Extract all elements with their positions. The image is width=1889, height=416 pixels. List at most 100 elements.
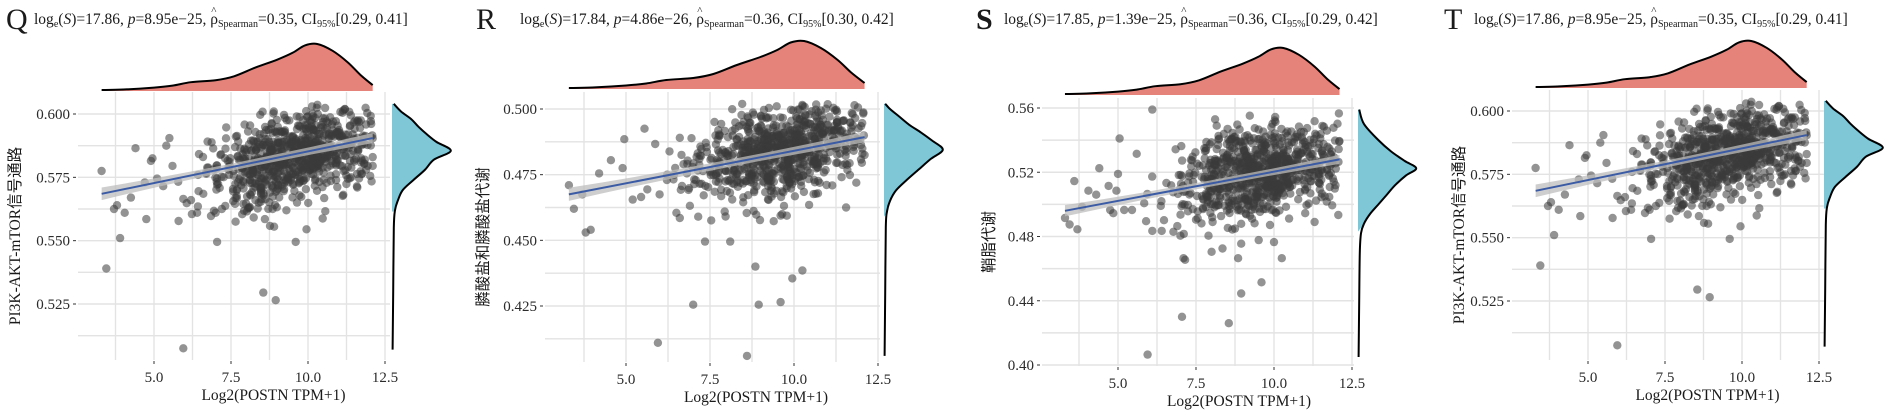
data-point xyxy=(354,146,363,155)
data-point xyxy=(291,237,300,247)
ci-value: [0.30, 0.42] xyxy=(821,11,894,28)
data-point xyxy=(793,131,802,140)
data-point xyxy=(1756,120,1766,130)
data-point xyxy=(199,189,208,198)
data-point xyxy=(1223,124,1232,134)
data-point xyxy=(842,160,852,169)
data-point xyxy=(314,129,323,139)
data-point xyxy=(742,351,752,361)
data-point xyxy=(1237,239,1246,248)
data-point xyxy=(858,118,867,128)
data-point xyxy=(1271,208,1281,218)
data-point xyxy=(1787,180,1796,189)
data-point xyxy=(772,127,781,136)
data-point xyxy=(1767,179,1776,189)
data-point xyxy=(726,175,735,184)
y-tick-label: 0.475 xyxy=(503,168,537,184)
ci-value: [0.29, 0.41] xyxy=(1775,11,1848,28)
data-point xyxy=(1281,202,1291,211)
data-point xyxy=(252,145,261,155)
data-point xyxy=(840,146,849,155)
data-point xyxy=(304,198,313,208)
data-point xyxy=(1546,198,1556,207)
data-point xyxy=(251,179,260,188)
data-point xyxy=(1703,219,1713,228)
data-point xyxy=(212,185,221,194)
data-point xyxy=(1228,134,1237,144)
data-point xyxy=(1791,167,1800,176)
data-point xyxy=(1727,118,1737,127)
data-point xyxy=(346,111,356,120)
data-point xyxy=(738,99,747,109)
data-point xyxy=(1232,202,1241,211)
data-point xyxy=(628,195,637,204)
data-point xyxy=(1211,156,1221,165)
data-point xyxy=(217,204,226,214)
panel-q: Q loge(S)=17.86, p=8.95e−25, ρSpearman=0… xyxy=(0,0,470,416)
data-point xyxy=(1317,189,1326,198)
data-point xyxy=(1325,182,1334,192)
data-point xyxy=(790,192,800,201)
data-point xyxy=(1776,176,1785,186)
data-point xyxy=(296,135,306,145)
data-point xyxy=(366,171,375,181)
data-point xyxy=(793,105,803,114)
data-point xyxy=(1212,121,1221,130)
data-point xyxy=(742,208,751,218)
data-point xyxy=(1655,141,1664,150)
data-point xyxy=(1722,128,1732,138)
data-point xyxy=(728,195,737,204)
regression-line xyxy=(1064,158,1340,212)
x-density-fill xyxy=(1535,40,1807,88)
data-point xyxy=(1294,151,1303,160)
data-point xyxy=(800,117,809,127)
data-point xyxy=(586,225,595,234)
data-point xyxy=(841,203,851,212)
data-point xyxy=(1148,172,1157,181)
data-point xyxy=(665,147,674,156)
data-point xyxy=(1333,119,1342,128)
data-point xyxy=(1254,235,1263,245)
data-point xyxy=(1560,190,1570,199)
data-points xyxy=(97,100,377,353)
data-point xyxy=(1157,226,1166,236)
data-point xyxy=(1065,220,1074,229)
data-point xyxy=(839,116,848,126)
data-point xyxy=(1646,234,1656,244)
data-point xyxy=(363,108,372,118)
data-point xyxy=(1243,183,1252,193)
data-point xyxy=(1148,226,1157,236)
data-point xyxy=(1211,201,1221,210)
data-point xyxy=(1627,199,1637,208)
data-point xyxy=(357,170,366,179)
data-point xyxy=(232,191,241,201)
data-point xyxy=(1800,168,1809,178)
data-point xyxy=(1177,202,1186,211)
y-density-outline xyxy=(1823,100,1884,347)
data-point xyxy=(245,203,254,212)
data-point xyxy=(211,208,220,217)
regression-line xyxy=(1535,134,1807,192)
data-point xyxy=(1690,107,1699,117)
data-point xyxy=(320,193,329,203)
data-point xyxy=(368,161,377,171)
x-density-fill xyxy=(1064,47,1340,95)
data-point xyxy=(1797,105,1806,115)
data-point xyxy=(1646,182,1655,191)
y-tick-label: 0.56 xyxy=(1008,101,1035,117)
data-point xyxy=(759,105,769,115)
data-point xyxy=(1754,100,1764,110)
data-point xyxy=(1197,219,1206,228)
data-point xyxy=(1318,146,1327,155)
data-point xyxy=(1776,168,1785,177)
data-point xyxy=(696,142,705,151)
data-point xyxy=(1284,178,1294,187)
data-point xyxy=(824,126,834,135)
data-point xyxy=(1531,163,1540,173)
data-point xyxy=(1112,186,1121,195)
x-tick-label: 10.0 xyxy=(295,370,321,386)
data-point xyxy=(1300,137,1309,147)
y-tick-label: 0.575 xyxy=(1470,167,1504,183)
data-point xyxy=(239,184,248,193)
data-point xyxy=(1732,158,1742,167)
